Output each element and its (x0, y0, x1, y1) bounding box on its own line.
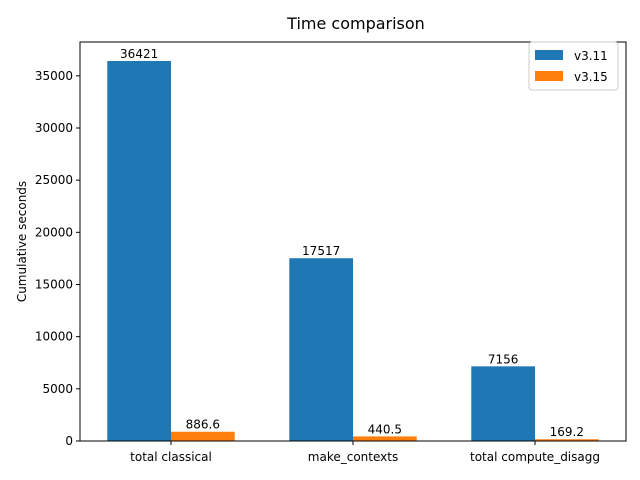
x-tick-label-total-classical: total classical (130, 450, 212, 464)
legend-label-v3-11: v3.11 (574, 49, 608, 63)
y-tick-label: 20000 (35, 225, 73, 239)
y-tick-label: 10000 (35, 330, 73, 344)
y-tick-label: 30000 (35, 121, 73, 135)
y-axis-label: Cumulative seconds (15, 181, 29, 302)
chart-title: Time comparison (286, 14, 425, 33)
y-tick-label: 15000 (35, 277, 73, 291)
x-tick-label-make-contexts: make_contexts (308, 450, 398, 464)
bar-label-v3-15-total-classical: 886.6 (186, 418, 220, 432)
x-tick-label-total-compute-disagg: total compute_disagg (470, 450, 600, 464)
bar-v3-11-total-compute-disagg (471, 366, 535, 441)
y-tick-label: 25000 (35, 173, 73, 187)
y-tick-label: 0 (65, 434, 73, 448)
y-tick-label: 5000 (42, 382, 73, 396)
legend-swatch-v3-11 (535, 50, 563, 60)
bar-v3-11-total-classical (107, 60, 171, 441)
legend-label-v3-15: v3.15 (574, 70, 608, 84)
bar-label-v3-15-total-compute-disagg: 169.2 (550, 425, 584, 439)
bar-v3-15-total-compute-disagg (535, 439, 599, 441)
bar-label-v3-11-make-contexts: 17517 (302, 244, 340, 258)
bar-v3-15-make-contexts (353, 436, 417, 441)
bar-labels-layer: 36421 17517 7156 886.6 440.5 169.2 (120, 47, 584, 439)
bar-label-v3-15-make-contexts: 440.5 (368, 422, 402, 436)
bar-v3-15-total-classical (171, 431, 235, 441)
y-ticks: 0 5000 10000 15000 20000 25000 30000 35000 (35, 69, 80, 448)
x-ticks: total classical make_contexts total comput… (130, 441, 600, 464)
bar-label-v3-11-total-compute-disagg: 7156 (488, 352, 519, 366)
plot-frame (79, 41, 627, 442)
y-tick-label: 35000 (35, 69, 73, 83)
legend-swatch-v3-15 (535, 71, 563, 81)
bar-label-v3-11-total-classical: 36421 (120, 47, 158, 61)
bar-v3-11-make-contexts (289, 258, 353, 441)
legend: v3.11 v3.15 (528, 41, 619, 91)
bars-layer (107, 60, 599, 441)
